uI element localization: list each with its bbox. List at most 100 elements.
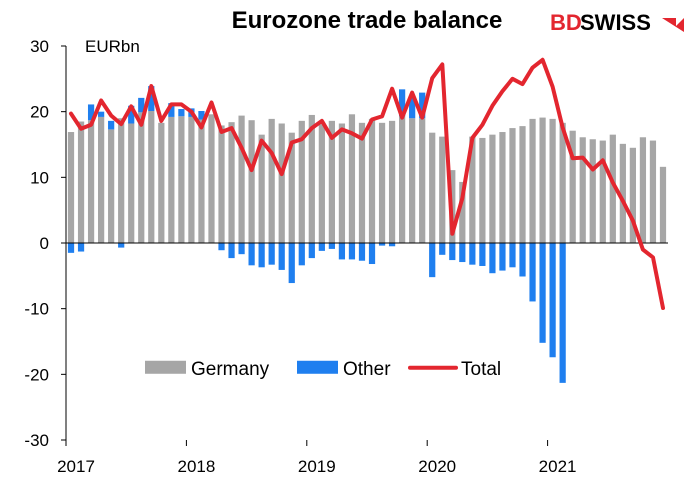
- bar-other: [128, 105, 135, 124]
- bar-germany: [519, 126, 526, 243]
- bar-germany: [178, 116, 185, 243]
- bar-other: [439, 243, 446, 255]
- y-tick-label: -20: [24, 365, 49, 384]
- bar-germany: [439, 136, 446, 243]
- unit-label: EURbn: [85, 37, 140, 56]
- y-tick-label: -30: [24, 431, 49, 450]
- bar-other: [399, 89, 406, 117]
- bar-germany: [278, 123, 285, 243]
- bar-germany: [358, 122, 366, 243]
- bar-germany: [429, 132, 436, 243]
- bar-other: [519, 243, 526, 277]
- bar-other: [549, 243, 556, 358]
- bar-other: [118, 243, 125, 248]
- bar-other: [559, 243, 566, 383]
- bar-germany: [198, 119, 205, 243]
- bar-germany: [489, 134, 496, 243]
- bdswiss-logo: BD SWISS: [550, 10, 684, 35]
- bar-other: [308, 243, 315, 259]
- bar-other: [409, 96, 416, 119]
- bar-other: [258, 243, 265, 268]
- bar-other: [77, 243, 85, 252]
- bar-other: [248, 243, 255, 266]
- bar-germany: [248, 120, 255, 243]
- bar-germany: [409, 118, 416, 243]
- logo-mark-icon: [662, 18, 684, 32]
- bar-other: [218, 243, 225, 251]
- bar-germany: [539, 117, 546, 243]
- chart-title: Eurozone trade balance: [232, 7, 503, 34]
- bar-other: [98, 111, 105, 117]
- bar-germany: [378, 122, 386, 243]
- bar-germany: [308, 114, 315, 243]
- x-tick-label: 2017: [57, 457, 95, 476]
- bar-germany: [649, 140, 657, 243]
- bar-germany: [298, 120, 305, 243]
- bar-germany: [368, 118, 376, 243]
- bar-other: [499, 243, 506, 271]
- bar-germany: [639, 137, 647, 243]
- line-total: [69, 57, 665, 310]
- bar-germany: [559, 122, 566, 243]
- bar-other: [479, 243, 486, 266]
- bar-germany: [529, 118, 536, 243]
- bar-other: [529, 243, 536, 302]
- bar-germany: [549, 118, 556, 243]
- bar-other: [348, 243, 356, 260]
- bar-other: [328, 243, 335, 249]
- bar-germany: [619, 143, 626, 243]
- bar-germany: [228, 122, 235, 243]
- bar-germany: [138, 112, 145, 243]
- bar-other: [278, 243, 285, 270]
- bar-germany: [168, 116, 175, 243]
- x-tick-label: 2019: [298, 457, 336, 476]
- x-tick-label: 2020: [418, 457, 456, 476]
- bar-germany: [338, 123, 346, 243]
- bar-germany: [589, 139, 596, 243]
- bar-other: [67, 243, 75, 253]
- bar-other: [419, 92, 426, 119]
- plot-area: 30 20 10 0 -10 -20 -30 2017 2018 2019 2020 2021 Germ…: [24, 37, 668, 476]
- logo-swiss-text: SWISS: [580, 10, 651, 35]
- bar-other: [148, 86, 155, 112]
- bar-germany: [419, 118, 426, 243]
- bar-germany: [509, 128, 516, 243]
- bar-germany: [288, 132, 295, 243]
- legend-swatch-germany: [145, 360, 186, 374]
- bar-other: [268, 243, 275, 265]
- bar-other: [388, 243, 396, 247]
- bar-germany: [148, 111, 155, 243]
- bar-germany: [388, 120, 396, 243]
- bar-germany: [108, 129, 115, 243]
- bar-germany: [569, 130, 576, 243]
- bar-germany: [399, 116, 406, 243]
- bar-other: [378, 243, 386, 246]
- x-tick-label: 2021: [539, 457, 577, 476]
- bar-germany: [128, 123, 135, 243]
- bar-other: [228, 243, 235, 259]
- bar-other: [288, 243, 295, 284]
- bar-other: [459, 243, 466, 263]
- y-tick-label: 10: [30, 168, 49, 187]
- bar-other: [338, 243, 346, 260]
- bar-germany: [459, 181, 466, 243]
- bar-germany: [87, 120, 95, 243]
- y-tick-label: -10: [24, 300, 49, 319]
- legend-label-germany: Germany: [191, 359, 270, 380]
- bar-germany: [98, 116, 105, 243]
- bar-other: [489, 243, 496, 274]
- x-tick-label: 2018: [177, 457, 215, 476]
- bar-other: [238, 243, 245, 255]
- bar-germany: [77, 121, 85, 243]
- y-tick-label: 30: [30, 37, 49, 56]
- legend-swatch-other: [297, 360, 338, 374]
- bar-germany: [318, 124, 325, 243]
- bar-germany: [188, 116, 195, 243]
- bar-other: [429, 243, 436, 278]
- bar-other: [87, 104, 95, 121]
- y-tick-label: 20: [30, 103, 49, 122]
- bar-germany: [268, 118, 275, 243]
- bar-germany: [158, 122, 165, 243]
- bar-other: [469, 243, 476, 265]
- bar-other: [178, 109, 185, 117]
